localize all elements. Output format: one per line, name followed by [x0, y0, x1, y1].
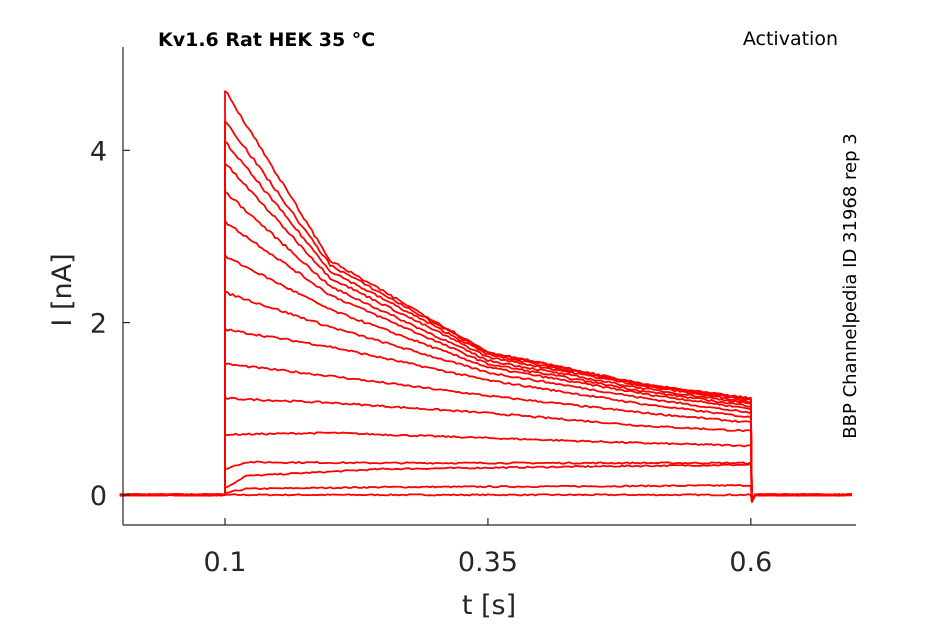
current-trace-10 — [119, 254, 852, 503]
current-trace-11 — [119, 219, 852, 503]
protocol-label: Activation — [743, 28, 838, 50]
current-trace-9 — [119, 290, 852, 503]
current-trace-16 — [119, 90, 852, 503]
current-trace-3 — [119, 463, 852, 503]
x-tick-label: 0.35 — [458, 547, 518, 578]
y-tick-label: 0 — [90, 481, 107, 512]
current-trace-6 — [119, 396, 852, 503]
chart-title: Kv1.6 Rat HEK 35 °C — [158, 29, 375, 51]
current-trace-15 — [119, 120, 852, 503]
current-trace-14 — [119, 140, 852, 503]
y-tick-label: 2 — [90, 309, 107, 340]
current-trace-2 — [119, 484, 852, 503]
current-trace-8 — [119, 328, 852, 503]
y-tick-label: 4 — [90, 136, 107, 167]
current-trace-4 — [119, 460, 852, 503]
current-trace-13 — [119, 163, 852, 503]
source-id-label: BBP Channelpedia ID 31968 rep 3 — [840, 133, 861, 438]
y-ticks: 0 2 4 — [90, 136, 130, 512]
current-trace-12 — [119, 190, 852, 503]
current-trace-7 — [119, 362, 852, 503]
x-tick-label: 0.1 — [204, 547, 247, 578]
x-tick-label: 0.6 — [729, 547, 772, 578]
x-axis-label: t [s] — [462, 590, 516, 621]
y-axis-label: I [nA] — [47, 253, 78, 326]
x-ticks: 0.1 0.35 0.6 — [204, 518, 772, 578]
current-trace-5 — [119, 431, 852, 503]
current-trace-1 — [119, 493, 852, 503]
current-traces — [119, 90, 852, 503]
